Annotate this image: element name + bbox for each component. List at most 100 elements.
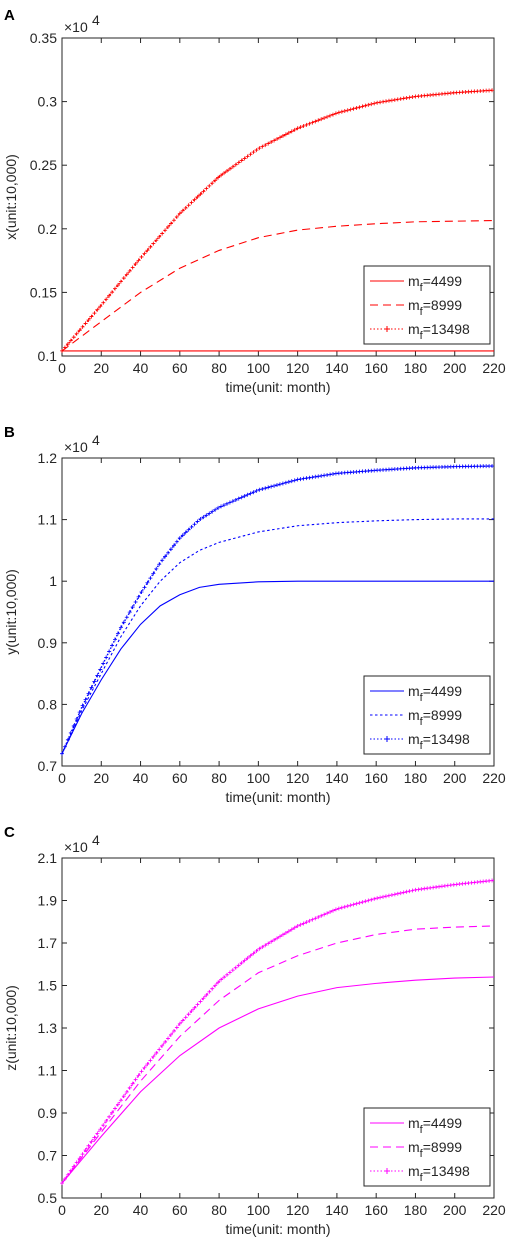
series-line-1: [61, 518, 494, 754]
legend-prefix: m: [408, 707, 420, 723]
series-marker: [490, 88, 495, 93]
y-tick-label: 1.1: [38, 512, 58, 528]
series-marker: [369, 102, 374, 107]
series-marker: [328, 472, 333, 477]
series-marker: [174, 1025, 179, 1030]
series-marker: [330, 908, 335, 913]
series-marker: [171, 543, 176, 548]
series-marker: [313, 474, 318, 479]
series-marker: [62, 744, 67, 749]
series-marker: [348, 107, 353, 112]
series-marker: [213, 507, 218, 512]
series-marker: [195, 1002, 200, 1007]
series-marker: [163, 554, 168, 559]
panel-B: B 0 20 40 60 80 100 120 140 160 180 200 220 0.7 0.8 0.9…: [3, 424, 506, 805]
series-marker: [174, 539, 179, 544]
series-marker: [98, 667, 103, 672]
series-marker: [277, 934, 282, 939]
series-marker: [201, 996, 206, 1001]
series-marker: [118, 279, 123, 284]
legend-value: =4499: [423, 273, 463, 289]
series-marker: [310, 120, 315, 125]
series-marker: [92, 311, 97, 316]
series-marker: [269, 140, 274, 145]
series-marker: [160, 231, 165, 236]
legend-subscript: f: [420, 306, 424, 318]
legend-subscript: f: [420, 1148, 424, 1160]
series-marker: [404, 95, 409, 100]
x-tick-label: 100: [247, 360, 271, 376]
series-marker: [115, 631, 120, 636]
series-marker: [289, 479, 294, 484]
series-marker: [124, 615, 129, 620]
x-tick-label: 60: [172, 360, 188, 376]
series-marker: [60, 751, 64, 756]
series-marker: [195, 194, 200, 199]
series-marker: [219, 504, 224, 509]
series-marker: [286, 929, 291, 934]
series-marker: [401, 890, 406, 895]
series-marker: [204, 993, 209, 998]
x-tick-label: 20: [93, 1202, 109, 1218]
y-tick-label: 0.5: [38, 1190, 58, 1206]
series-marker: [101, 661, 106, 666]
x-tick-label: 40: [133, 1202, 149, 1218]
series-marker: [357, 900, 362, 905]
x-tick-label: 140: [325, 360, 349, 376]
series-marker: [110, 1110, 115, 1115]
series-marker: [224, 169, 229, 174]
series-marker: [342, 109, 347, 114]
series-marker: [333, 907, 338, 912]
x-axis-label: time(unit: month): [225, 1221, 330, 1237]
series-marker: [189, 1009, 194, 1013]
series-marker: [98, 1127, 103, 1132]
series-marker: [319, 473, 324, 478]
series-marker: [369, 897, 374, 902]
series-line-0: [61, 580, 494, 754]
series-marker: [310, 475, 315, 480]
series-marker: [251, 490, 256, 495]
legend-value: =8999: [423, 1139, 463, 1155]
series-marker: [113, 1106, 118, 1111]
series-marker: [80, 324, 85, 329]
series-marker: [345, 904, 350, 909]
series-marker: [230, 164, 235, 169]
series-marker: [316, 915, 321, 920]
series-marker: [148, 244, 153, 249]
x-axis-label: time(unit: month): [225, 789, 330, 805]
series-marker: [74, 331, 79, 336]
series-marker: [145, 1062, 150, 1067]
axes-box: [61, 37, 495, 357]
legend-value: =8999: [423, 297, 463, 313]
series-marker: [280, 932, 285, 937]
x-tick-label: 0: [58, 360, 66, 376]
series-marker: [166, 1036, 171, 1041]
series-marker: [375, 896, 380, 901]
y-tick-label: 0.25: [30, 157, 57, 173]
series-marker: [139, 254, 144, 259]
series-marker: [92, 1135, 97, 1140]
legend-entry-0: mf=4499: [408, 1115, 462, 1136]
series-marker: [319, 117, 324, 122]
x-tick-label: 220: [482, 1202, 506, 1218]
x-tick-label: 200: [443, 1202, 467, 1218]
series-marker: [245, 956, 250, 961]
series-marker: [74, 717, 79, 722]
series-marker: [115, 1102, 120, 1107]
series-marker: [339, 109, 344, 114]
series-marker: [395, 97, 400, 102]
series-marker: [183, 1015, 188, 1020]
series-marker: [65, 737, 70, 742]
series-marker: [222, 171, 226, 176]
series-line-2: [61, 879, 495, 1184]
series-marker: [189, 524, 194, 529]
series-marker: [83, 321, 88, 326]
series-marker: [336, 110, 341, 115]
series-marker: [183, 530, 188, 535]
y-tick-label: 0.2: [38, 221, 58, 237]
series-marker: [148, 1058, 153, 1063]
series-marker: [216, 980, 221, 985]
series-marker: [401, 96, 406, 101]
x-tick-label: 0: [58, 1202, 66, 1218]
series-line-1: [61, 925, 495, 1184]
